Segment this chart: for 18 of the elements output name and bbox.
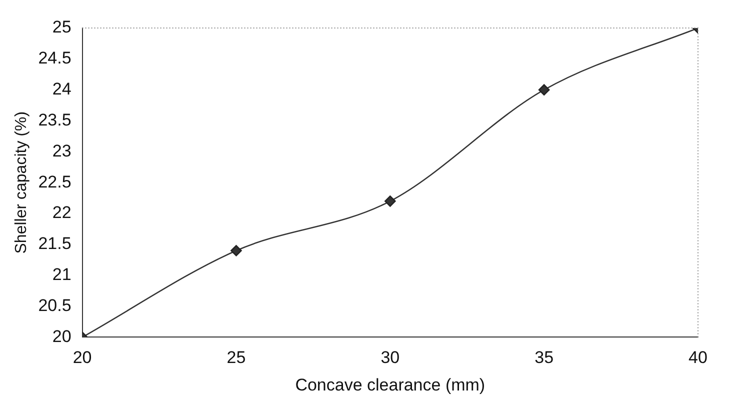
y-tick-label: 22 (52, 203, 72, 222)
x-tick-label: 40 (688, 348, 708, 368)
y-tick-label: 23.5 (38, 110, 72, 130)
y-tick-label: 20.5 (38, 296, 72, 315)
x-tick-label: 30 (380, 348, 400, 368)
y-tick-label: 25 (52, 18, 72, 37)
y-tick-label: 21 (52, 265, 72, 284)
y-axis-title: Sheller capacity (%) (13, 111, 30, 254)
y-tick-label: 21.5 (38, 234, 72, 254)
y-tick-label: 24 (52, 80, 72, 99)
y-tick-label: 23 (52, 141, 72, 160)
y-tick-label: 24.5 (38, 48, 72, 68)
y-tick-label: 22.5 (38, 172, 72, 192)
x-axis-title: Concave clearance (mm) (295, 375, 486, 394)
x-tick-label: 25 (226, 348, 246, 368)
y-tick-label: 20 (52, 326, 72, 346)
x-tick-label: 35 (534, 348, 554, 368)
x-tick-label: 20 (72, 348, 92, 368)
